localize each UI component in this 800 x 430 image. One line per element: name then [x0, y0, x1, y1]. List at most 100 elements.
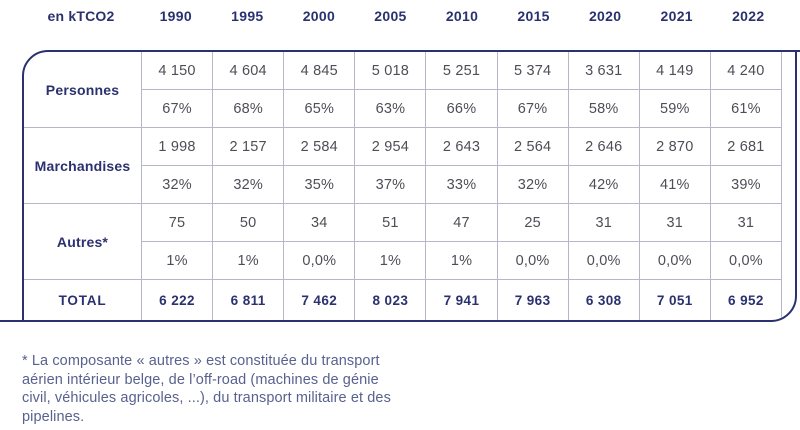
value-cell: 1 998: [142, 128, 213, 166]
percent-cell: 1%: [450, 252, 473, 269]
value-cell: 5 374: [497, 52, 568, 90]
table-row-total: TOTAL 6 222 6 811 7 462 8 023 7 941 7 96…: [24, 280, 782, 320]
cell-personnes-2000: 4 845 65%: [284, 52, 356, 127]
cell-autres-2021: 31 0,0%: [639, 204, 711, 279]
cell-autres-1995: 50 1%: [213, 204, 285, 279]
cell-marchandises-2005: 2 954 37%: [355, 128, 427, 203]
cell-personnes-2005: 5 018 63%: [355, 52, 427, 127]
cell-personnes-2010: 5 251 66%: [426, 52, 498, 127]
value-cell: 4 604: [213, 52, 284, 90]
value-cell: 2 584: [284, 128, 355, 166]
value-cell: 2 564: [497, 128, 568, 166]
total-2010: 7 941: [426, 280, 498, 320]
cell-marchandises-1995: 2 157 32%: [213, 128, 285, 203]
year-header-2022: 2022: [732, 8, 765, 24]
total-2015: 7 963: [498, 280, 569, 320]
year-header-2010: 2010: [445, 8, 479, 24]
row-label-marchandises: Marchandises: [24, 128, 142, 203]
table-row-autres: Autres* 75 1% 50 1% 34 0,0% 51 1% 47 1%: [24, 204, 782, 280]
percent-cell: 59%: [660, 100, 690, 117]
percent-cell: 0,0%: [515, 252, 550, 269]
total-2020: 6 308: [569, 280, 640, 320]
cell-autres-2010: 47 1%: [426, 204, 498, 279]
value-cell: 31: [639, 204, 710, 242]
cell-marchandises-2000: 2 584 35%: [284, 128, 356, 203]
total-2022: 6 952: [711, 280, 782, 320]
year-header-1990: 1990: [159, 8, 192, 24]
cell-autres-2000: 34 0,0%: [284, 204, 356, 279]
value-cell: 31: [710, 204, 781, 242]
percent-cell: 58%: [588, 100, 619, 117]
percent-cell: 67%: [162, 100, 192, 117]
cell-personnes-1995: 4 604 68%: [213, 52, 285, 127]
cell-autres-2005: 51 1%: [355, 204, 427, 279]
percent-cell: 32%: [233, 176, 263, 193]
cell-personnes-2015: 5 374 67%: [497, 52, 569, 127]
value-cell: 75: [142, 204, 213, 242]
cell-autres-2022: 31 0,0%: [710, 204, 782, 279]
footnote-line: pipelines.: [22, 409, 85, 426]
value-cell: 2 643: [426, 128, 497, 166]
total-2021: 7 051: [640, 280, 711, 320]
cell-autres-2015: 25 0,0%: [497, 204, 569, 279]
value-cell: 2 954: [355, 128, 426, 166]
cell-marchandises-2015: 2 564 32%: [497, 128, 569, 203]
year-header-2021: 2021: [660, 8, 693, 24]
value-cell: 31: [568, 204, 639, 242]
value-cell: 47: [426, 204, 497, 242]
value-cell: 50: [213, 204, 284, 242]
percent-cell: 0,0%: [586, 252, 621, 269]
percent-cell: 65%: [304, 100, 335, 117]
percent-cell: 42%: [588, 176, 619, 193]
percent-cell: 32%: [517, 176, 548, 193]
percent-cell: 35%: [304, 176, 335, 193]
value-cell: 5 018: [355, 52, 426, 90]
unit-label: en kTCO2: [47, 8, 115, 24]
footnote-line: * La composante « autres » est constitué…: [22, 353, 380, 369]
cell-personnes-2020: 3 631 58%: [568, 52, 640, 127]
row-label-personnes: Personnes: [24, 52, 142, 127]
value-cell: 2 646: [568, 128, 639, 166]
cell-marchandises-2022: 2 681 39%: [710, 128, 782, 203]
table-row-marchandises: Marchandises 1 998 32% 2 157 32% 2 584 3…: [24, 128, 782, 204]
percent-cell: 0,0%: [729, 252, 763, 269]
table-row-personnes: Personnes 4 150 67% 4 604 68% 4 845 65% …: [24, 52, 782, 128]
cell-personnes-2021: 4 149 59%: [639, 52, 711, 127]
cell-marchandises-2020: 2 646 42%: [568, 128, 640, 203]
total-1990: 6 222: [142, 280, 214, 320]
value-cell: 51: [355, 204, 426, 242]
percent-cell: 68%: [233, 100, 263, 117]
value-cell: 5 251: [426, 52, 497, 90]
value-cell: 4 150: [142, 52, 213, 90]
frame-top-right-extension: [795, 50, 800, 52]
year-header-1995: 1995: [231, 8, 264, 24]
row-label-total: TOTAL: [24, 280, 142, 320]
year-header-2020: 2020: [588, 8, 622, 24]
cell-autres-1990: 75 1%: [142, 204, 214, 279]
percent-cell: 39%: [731, 176, 761, 193]
total-1995: 6 811: [213, 280, 285, 320]
percent-cell: 1%: [237, 252, 259, 269]
cell-marchandises-2010: 2 643 33%: [426, 128, 498, 203]
cell-personnes-1990: 4 150 67%: [142, 52, 214, 127]
footnote-line: civil, véhicules agricoles, ...), du tra…: [22, 390, 391, 407]
value-cell: 2 157: [213, 128, 284, 166]
percent-cell: 32%: [162, 176, 192, 193]
value-cell: 3 631: [568, 52, 639, 90]
value-cell: 34: [284, 204, 355, 242]
value-cell: 4 149: [639, 52, 710, 90]
row-label-autres: Autres*: [24, 204, 142, 279]
value-cell: 4 845: [284, 52, 355, 90]
footnote: * La composante « autres » est constitué…: [22, 352, 442, 427]
year-header-2015: 2015: [517, 8, 550, 24]
value-cell: 4 240: [710, 52, 781, 90]
percent-cell: 0,0%: [657, 252, 692, 269]
percent-cell: 63%: [375, 100, 406, 117]
percent-cell: 41%: [660, 176, 690, 193]
cell-autres-2020: 31 0,0%: [568, 204, 640, 279]
year-header-2000: 2000: [302, 8, 336, 24]
cell-personnes-2022: 4 240 61%: [710, 52, 782, 127]
footnote-line: aérien intérieur belge, de l’off-road (m…: [22, 371, 379, 388]
frame-bottom-left-extension: [0, 320, 24, 322]
percent-cell: 37%: [375, 176, 406, 193]
